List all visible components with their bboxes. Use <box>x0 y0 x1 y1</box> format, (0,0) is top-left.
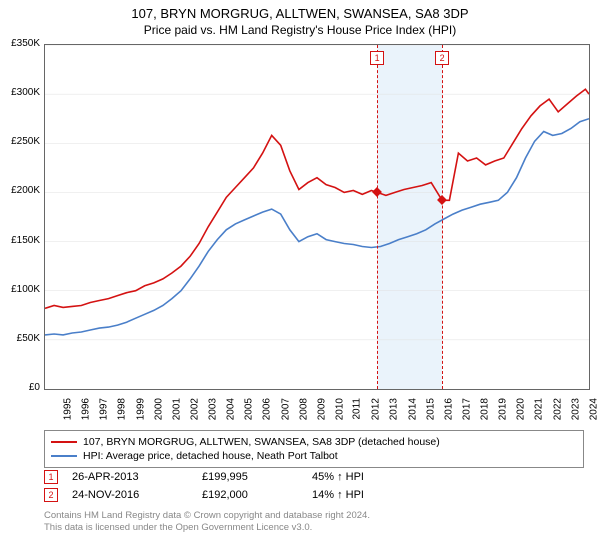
sale-vline <box>377 45 378 389</box>
x-axis-label: 2002 <box>189 398 200 420</box>
y-axis-label: £50K <box>0 333 40 344</box>
sale-price: £192,000 <box>202 489 312 501</box>
x-axis-label: 2022 <box>552 398 563 420</box>
x-axis-label: 2006 <box>262 398 273 420</box>
sale-marker: 2 <box>44 488 58 502</box>
sale-date: 26-APR-2013 <box>72 471 202 483</box>
footer-line: Contains HM Land Registry data © Crown c… <box>44 510 584 522</box>
x-axis-label: 1998 <box>117 398 128 420</box>
y-axis-label: £250K <box>0 136 40 147</box>
sale-chart-marker: 1 <box>370 51 384 65</box>
footer-line: This data is licensed under the Open Gov… <box>44 522 584 534</box>
x-axis-label: 2011 <box>352 398 363 420</box>
y-axis-label: £300K <box>0 87 40 98</box>
legend-label: HPI: Average price, detached house, Neat… <box>83 450 338 462</box>
sale-date: 24-NOV-2016 <box>72 489 202 501</box>
x-axis-label: 2019 <box>497 398 508 420</box>
x-axis-label: 2010 <box>334 398 345 420</box>
x-axis-label: 2020 <box>516 398 527 420</box>
legend-item-hpi: HPI: Average price, detached house, Neat… <box>51 449 577 463</box>
y-axis-label: £350K <box>0 38 40 49</box>
sales-table: 1 26-APR-2013 £199,995 45% ↑ HPI 2 24-NO… <box>44 468 584 504</box>
table-row: 2 24-NOV-2016 £192,000 14% ↑ HPI <box>44 486 584 504</box>
sale-marker: 1 <box>44 470 58 484</box>
y-axis-label: £200K <box>0 185 40 196</box>
x-axis-label: 2018 <box>479 398 490 420</box>
x-axis-label: 2014 <box>407 398 418 420</box>
x-axis-label: 2021 <box>534 398 545 420</box>
page-title: 107, BRYN MORGRUG, ALLTWEN, SWANSEA, SA8… <box>0 0 600 21</box>
legend-label: 107, BRYN MORGRUG, ALLTWEN, SWANSEA, SA8… <box>83 436 440 448</box>
sale-vline <box>442 45 443 389</box>
x-axis-label: 2007 <box>280 398 291 420</box>
legend-swatch <box>51 441 77 443</box>
page-subtitle: Price paid vs. HM Land Registry's House … <box>0 21 600 41</box>
x-axis-label: 2003 <box>207 398 218 420</box>
x-axis-label: 2016 <box>443 398 454 420</box>
price-chart: 12 <box>44 44 590 390</box>
sale-price: £199,995 <box>202 471 312 483</box>
x-axis-label: 2017 <box>461 398 472 420</box>
x-axis-label: 2024 <box>588 398 599 420</box>
x-axis-label: 2008 <box>298 398 309 420</box>
y-axis-label: £150K <box>0 235 40 246</box>
x-axis-label: 1999 <box>135 398 146 420</box>
x-axis-label: 1996 <box>80 398 91 420</box>
x-axis-label: 2015 <box>425 398 436 420</box>
y-axis-label: £0 <box>0 382 40 393</box>
sale-delta: 14% ↑ HPI <box>312 489 432 501</box>
x-axis-label: 1997 <box>99 398 110 420</box>
sale-chart-marker: 2 <box>435 51 449 65</box>
x-axis-label: 2005 <box>244 398 255 420</box>
x-axis-label: 2000 <box>153 398 164 420</box>
x-axis-label: 2009 <box>316 398 327 420</box>
y-axis-label: £100K <box>0 284 40 295</box>
x-axis-label: 2012 <box>371 398 382 420</box>
x-axis-label: 2013 <box>389 398 400 420</box>
legend-swatch <box>51 455 77 457</box>
x-axis-label: 2004 <box>225 398 236 420</box>
legend: 107, BRYN MORGRUG, ALLTWEN, SWANSEA, SA8… <box>44 430 584 468</box>
x-axis-label: 2001 <box>171 398 182 420</box>
x-axis-label: 1995 <box>62 398 73 420</box>
legend-item-property: 107, BRYN MORGRUG, ALLTWEN, SWANSEA, SA8… <box>51 435 577 449</box>
x-axis-label: 2023 <box>570 398 581 420</box>
sale-delta: 45% ↑ HPI <box>312 471 432 483</box>
table-row: 1 26-APR-2013 £199,995 45% ↑ HPI <box>44 468 584 486</box>
footer: Contains HM Land Registry data © Crown c… <box>44 510 584 534</box>
